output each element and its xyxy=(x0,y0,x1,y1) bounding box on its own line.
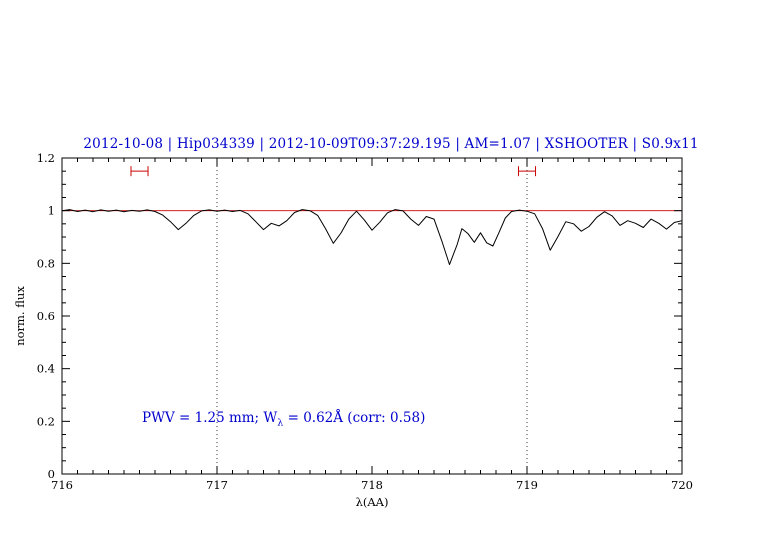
y-tick-label: 0.6 xyxy=(37,309,55,323)
y-tick-label: 0.4 xyxy=(37,362,55,376)
pwv-annotation: PWV = 1.25 mm; Wλ = 0.62Å (corr: 0.58) xyxy=(142,410,425,429)
spectrum-line xyxy=(61,209,683,266)
x-tick-label: 718 xyxy=(361,478,383,492)
y-tick-label: 0.8 xyxy=(37,256,55,270)
y-tick-label: 0 xyxy=(48,467,55,481)
plot-title: 2012-10-08 | Hip034339 | 2012-10-09T09:3… xyxy=(83,136,699,152)
annotation-text-post: = 0.62Å (corr: 0.58) xyxy=(283,410,426,426)
x-tick-label: 719 xyxy=(516,478,538,492)
y-tick-label: 0.2 xyxy=(37,414,55,428)
y-axis-label: norm. flux xyxy=(13,286,27,346)
x-tick-label: 716 xyxy=(51,478,73,492)
y-tick-label: 1.2 xyxy=(37,151,55,165)
x-tick-label: 720 xyxy=(671,478,693,492)
x-axis-label: λ(AA) xyxy=(356,495,389,509)
annotation-text-pre: PWV = 1.25 mm; W xyxy=(142,410,278,426)
y-tick-label: 1 xyxy=(48,204,55,218)
annotation-lambda-subscript: λ xyxy=(277,417,284,429)
x-tick-label: 717 xyxy=(206,478,228,492)
